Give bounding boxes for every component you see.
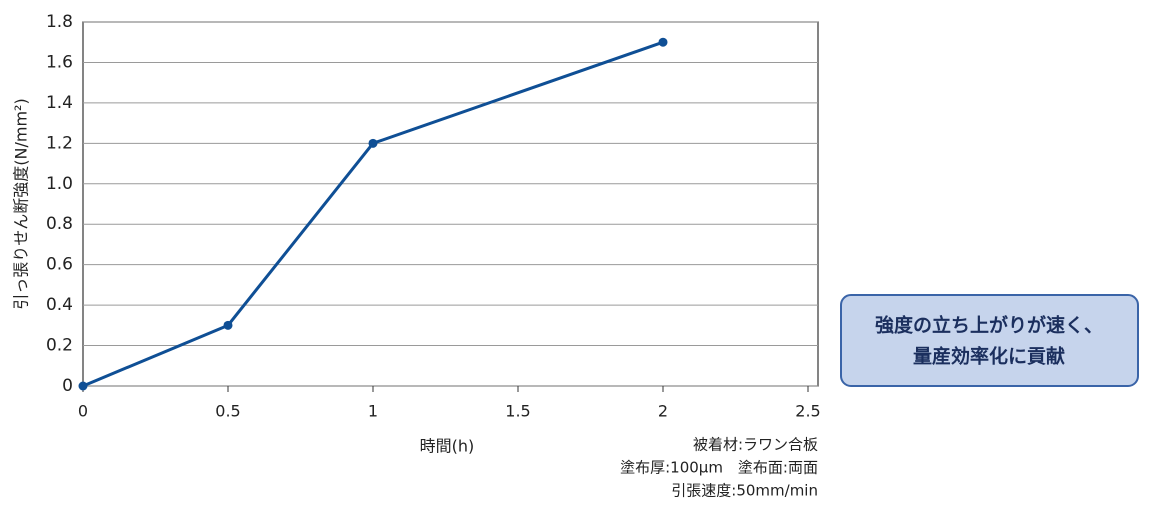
line	[82, 40, 664, 388]
note: 塗布厚:100μm 塗布面:両面	[620, 459, 818, 477]
x-axis-label: 時間(h)	[420, 437, 475, 456]
y-tick-label: 1.8	[46, 12, 73, 32]
x-tick-label: 2.5	[795, 402, 820, 421]
y-tick-label: 0.4	[46, 295, 73, 315]
point	[78, 381, 88, 391]
point	[223, 320, 233, 330]
y-tick-label: 1.2	[46, 133, 73, 153]
x-tick-label: 0	[78, 402, 88, 421]
x-tick-label: 0.5	[215, 402, 240, 421]
y-axis-label: 引っ張りせん断強度(N/mm²)	[12, 98, 31, 309]
point	[368, 138, 378, 148]
y-tick-label: 1.4	[46, 93, 73, 113]
y-tick-label: 1.0	[46, 174, 73, 194]
x-tick-label: 1.5	[505, 402, 530, 421]
y-tick-label: 1.6	[46, 52, 73, 72]
note: 引張速度:50mm/min	[671, 482, 818, 500]
y-tick-label: 0.2	[46, 336, 73, 356]
x-tick-label: 1	[368, 402, 378, 421]
plot-frame	[82, 21, 819, 387]
callout-box	[840, 294, 1139, 387]
callout-text: 量産効率化に貢献	[913, 345, 1065, 368]
callout-text: 強度の立ち上がりが速く、	[875, 314, 1103, 337]
point	[658, 37, 668, 47]
y-tick-label: 0	[62, 376, 73, 396]
y-tick-label: 0.6	[46, 255, 73, 275]
note: 被着材:ラワン合板	[693, 436, 818, 454]
y-tick-label: 0.8	[46, 214, 73, 234]
x-tick-label: 2	[658, 402, 668, 421]
